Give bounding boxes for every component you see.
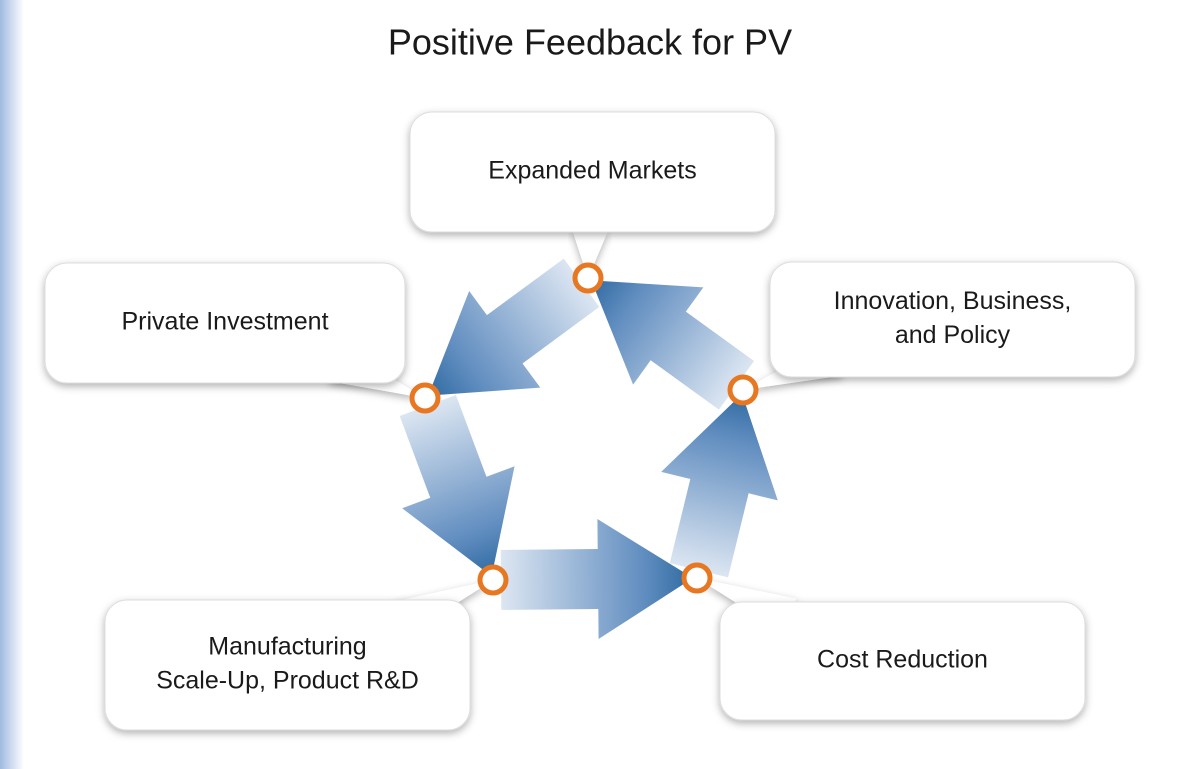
node-label: and Policy: [895, 321, 1011, 349]
node-label: Scale-Up, Product R&D: [156, 667, 419, 695]
node-anchor: [572, 262, 604, 294]
title: Positive Feedback for PV: [388, 22, 792, 63]
node-box: [719, 601, 1086, 721]
node: Manufacturing Scale-Up, Product R&D: [104, 564, 509, 731]
cycle-arrow: [661, 393, 778, 578]
boxes: Expanded Markets Private Investment Manufa…: [44, 111, 1136, 731]
side-strip: [0, 0, 24, 769]
node-label: Manufacturing: [208, 633, 366, 661]
cycle-arrow: [591, 280, 755, 410]
cycle-arrow: [500, 518, 694, 639]
node-box: [769, 261, 1136, 378]
node-label: Expanded Markets: [488, 157, 696, 185]
node-box: [44, 262, 406, 384]
node-anchor: [681, 562, 713, 594]
node-label: Innovation, Business,: [834, 287, 1072, 315]
cycle-arrow: [428, 258, 600, 396]
node-label: Cost Reduction: [817, 646, 988, 674]
node: Cost Reduction: [681, 562, 1086, 721]
node-anchor: [409, 382, 441, 414]
node-anchor: [477, 564, 509, 596]
cycle-arrow: [399, 394, 515, 577]
node-anchor: [727, 374, 759, 406]
cycle-arrows: [399, 258, 778, 639]
node: Expanded Markets: [409, 111, 776, 294]
node: Private Investment: [44, 262, 441, 414]
node: Innovation, Business, and Policy: [727, 261, 1136, 406]
node-box: [409, 111, 776, 233]
pointer: [572, 229, 609, 278]
node-label: Private Investment: [121, 308, 328, 336]
node-box: [104, 599, 471, 731]
